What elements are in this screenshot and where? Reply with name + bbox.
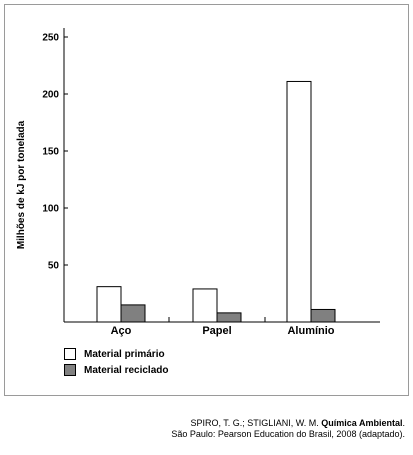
x-tick-label: Alumínio — [287, 325, 334, 337]
bar-recycled-0 — [120, 304, 146, 323]
y-tick-label: 150 — [42, 147, 59, 158]
bar-primary-1 — [192, 288, 218, 323]
source-authors: SPIRO, T. G.; STIGLIANI, W. M. — [190, 418, 322, 428]
bar-chart: Milhões de kJ por tonelada 50 100 150 200 25… — [16, 28, 380, 337]
bar-recycled-1 — [216, 312, 242, 323]
legend-item-primary: Material primário — [64, 346, 168, 362]
y-tick-label: 100 — [42, 204, 59, 215]
legend-item-recycled: Material reciclado — [64, 362, 168, 378]
legend: Material primário Material reciclado — [64, 346, 168, 378]
x-tick-labels: Aço Papel Alumínio — [111, 325, 335, 337]
legend-swatch-primary — [64, 348, 76, 360]
source-line-1: SPIRO, T. G.; STIGLIANI, W. M. Química A… — [171, 418, 405, 429]
bar-primary-0 — [96, 286, 122, 323]
source-period: . — [402, 418, 405, 428]
source-title: Química Ambiental — [321, 418, 403, 428]
y-tick-label: 200 — [42, 90, 59, 101]
source-citation: SPIRO, T. G.; STIGLIANI, W. M. Química A… — [171, 418, 405, 440]
bar-recycled-2 — [310, 308, 336, 323]
y-tick-label: 250 — [42, 33, 59, 44]
x-tick-label: Papel — [202, 325, 231, 337]
source-line-2: São Paulo: Pearson Education do Brasil, … — [171, 429, 405, 439]
chart-frame — [4, 4, 409, 396]
legend-label-primary: Material primário — [84, 348, 165, 360]
y-axis-label: Milhões de kJ por tonelada — [16, 120, 27, 249]
bars — [96, 80, 336, 323]
x-tick-label: Aço — [111, 325, 132, 337]
bar-primary-2 — [286, 80, 312, 323]
axes: 50 100 150 200 250 — [42, 28, 380, 323]
legend-label-recycled: Material reciclado — [84, 364, 169, 376]
legend-swatch-recycled — [64, 364, 76, 376]
y-tick-label: 50 — [48, 261, 60, 272]
